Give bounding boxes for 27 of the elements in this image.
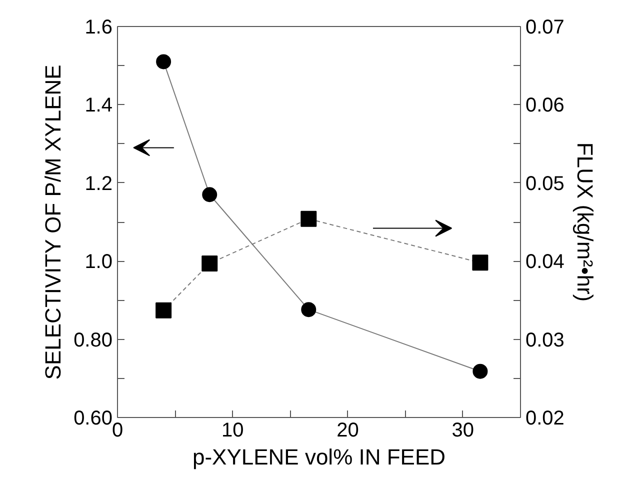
- point: [202, 255, 218, 272]
- y-tick-label: 1.0: [84, 251, 113, 274]
- x-tick-label: 10: [222, 420, 244, 442]
- y2-tick-label: 0.06: [526, 94, 564, 117]
- y2-tick-label: 0.07: [526, 16, 564, 38]
- point: [202, 187, 218, 202]
- x-tick-label: 30: [452, 420, 474, 442]
- x-axis-title: p-XYLENE vol% IN FEED: [192, 444, 446, 470]
- y2-axis-title: FLUX (kg/m²•hr): [572, 142, 598, 302]
- point: [301, 302, 316, 318]
- y-tick-label: 0.80: [74, 329, 113, 352]
- y2-tick-label: 0.02: [526, 408, 564, 430]
- y2-tick-label: 0.05: [526, 172, 564, 195]
- x-tick-label: 20: [336, 420, 359, 442]
- point: [472, 254, 488, 271]
- point: [156, 54, 172, 70]
- y-tick-label: 1.2: [84, 172, 113, 195]
- y2-tick-label: 0.03: [526, 329, 564, 352]
- point: [472, 364, 488, 379]
- y-axis-title: SELECTIVITY OF P/M XYLENE: [40, 64, 66, 380]
- y-tick-label: 0.60: [74, 408, 113, 430]
- point: [156, 302, 172, 318]
- y2-tick-label: 0.04: [526, 251, 564, 274]
- point: [300, 210, 317, 227]
- x-tick-label: 0: [112, 420, 124, 442]
- y-tick-label: 1.6: [84, 16, 113, 38]
- y-tick-label: 1.4: [84, 94, 113, 117]
